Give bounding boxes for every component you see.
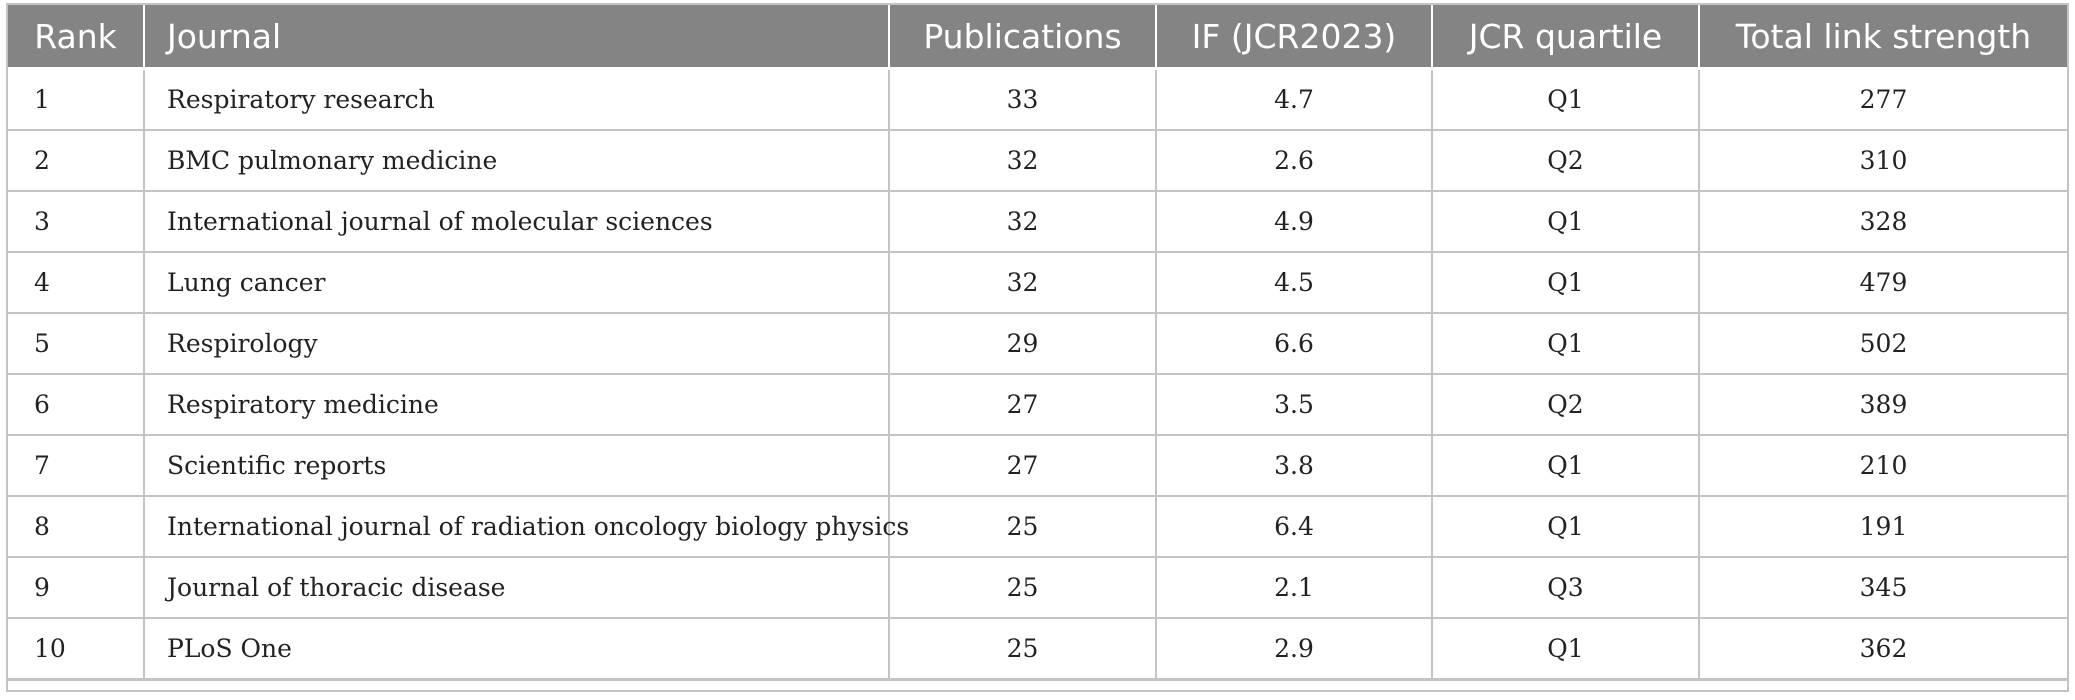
cell-jcr-quartile: Q2 [1432,130,1700,192]
cell-publications: 32 [889,130,1157,192]
cell-impact-factor: 3.8 [1156,435,1433,497]
cell-total-link-strength: 389 [1699,374,2067,436]
cell-publications: 25 [889,618,1157,681]
cell-journal: Scientific reports [144,435,890,497]
header-publications: Publications [889,5,1157,70]
cell-impact-factor: 2.9 [1156,618,1433,681]
cell-journal: International journal of molecular scien… [144,191,890,253]
table-row: 4 Lung cancer 32 4.5 Q1 479 [8,252,2067,314]
table-row: 7 Scientific reports 27 3.8 Q1 210 [8,435,2067,497]
table-row: 2 BMC pulmonary medicine 32 2.6 Q2 310 [8,130,2067,192]
cell-rank: 10 [8,618,145,681]
cell-rank: 4 [8,252,145,314]
cell-journal: PLoS One [144,618,890,681]
cell-impact-factor: 4.7 [1156,68,1433,131]
cell-total-link-strength: 362 [1699,618,2067,681]
header-journal: Journal [144,5,890,70]
cell-rank: 7 [8,435,145,497]
cell-publications: 27 [889,435,1157,497]
table-row: 3 International journal of molecular sci… [8,191,2067,253]
cell-rank: 5 [8,313,145,375]
cell-journal: Respiratory medicine [144,374,890,436]
cell-publications: 33 [889,68,1157,131]
cell-journal: Journal of thoracic disease [144,557,890,619]
cell-rank: 1 [8,68,145,131]
cell-journal: Respiratory research [144,68,890,131]
cell-journal: BMC pulmonary medicine [144,130,890,192]
cell-jcr-quartile: Q1 [1432,252,1700,314]
cell-jcr-quartile: Q1 [1432,313,1700,375]
cell-jcr-quartile: Q1 [1432,68,1700,131]
cell-publications: 32 [889,252,1157,314]
cell-jcr-quartile: Q1 [1432,435,1700,497]
header-rank: Rank [8,5,145,70]
cell-total-link-strength: 191 [1699,496,2067,558]
table-row: 9 Journal of thoracic disease 25 2.1 Q3 … [8,557,2067,619]
cell-rank: 6 [8,374,145,436]
cell-total-link-strength: 502 [1699,313,2067,375]
header-total-link-strength: Total link strength [1699,5,2067,70]
cell-total-link-strength: 310 [1699,130,2067,192]
cell-rank: 8 [8,496,145,558]
table-row: 10 PLoS One 25 2.9 Q1 362 [8,618,2067,681]
cell-impact-factor: 2.1 [1156,557,1433,619]
journal-ranking-table: Rank Journal Publications IF (JCR2023) J… [8,5,2067,681]
cell-journal: Lung cancer [144,252,890,314]
cell-publications: 32 [889,191,1157,253]
cell-total-link-strength: 345 [1699,557,2067,619]
cell-impact-factor: 4.9 [1156,191,1433,253]
cell-publications: 29 [889,313,1157,375]
cell-jcr-quartile: Q3 [1432,557,1700,619]
table-row: 5 Respirology 29 6.6 Q1 502 [8,313,2067,375]
cell-impact-factor: 3.5 [1156,374,1433,436]
cell-impact-factor: 4.5 [1156,252,1433,314]
cell-impact-factor: 6.4 [1156,496,1433,558]
cell-publications: 25 [889,496,1157,558]
cell-total-link-strength: 277 [1699,68,2067,131]
cell-jcr-quartile: Q1 [1432,618,1700,681]
table-header: Rank Journal Publications IF (JCR2023) J… [8,5,2067,70]
cell-journal: Respirology [144,313,890,375]
header-row: Rank Journal Publications IF (JCR2023) J… [8,5,2067,70]
cell-rank: 3 [8,191,145,253]
table-body: 1 Respiratory research 33 4.7 Q1 277 2 B… [8,68,2067,681]
cell-total-link-strength: 479 [1699,252,2067,314]
cell-jcr-quartile: Q1 [1432,191,1700,253]
cell-total-link-strength: 210 [1699,435,2067,497]
cell-journal: International journal of radiation oncol… [144,496,909,558]
header-impact-factor: IF (JCR2023) [1156,5,1433,70]
table-row: 8 International journal of radiation onc… [8,496,2067,558]
cell-impact-factor: 6.6 [1156,313,1433,375]
cell-jcr-quartile: Q1 [1432,496,1700,558]
cell-rank: 2 [8,130,145,192]
cell-publications: 27 [889,374,1157,436]
cell-jcr-quartile: Q2 [1432,374,1700,436]
header-jcr-quartile: JCR quartile [1432,5,1700,70]
cell-rank: 9 [8,557,145,619]
cell-impact-factor: 2.6 [1156,130,1433,192]
table-row: 6 Respiratory medicine 27 3.5 Q2 389 [8,374,2067,436]
cell-publications: 25 [889,557,1157,619]
table-row: 1 Respiratory research 33 4.7 Q1 277 [8,68,2067,131]
cell-total-link-strength: 328 [1699,191,2067,253]
